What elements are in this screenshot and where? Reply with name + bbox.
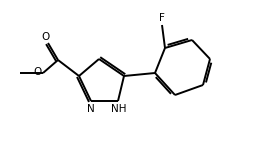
Text: F: F: [159, 13, 165, 23]
Text: O: O: [34, 67, 42, 77]
Text: O: O: [41, 32, 49, 42]
Text: NH: NH: [111, 104, 127, 114]
Text: N: N: [87, 104, 95, 114]
